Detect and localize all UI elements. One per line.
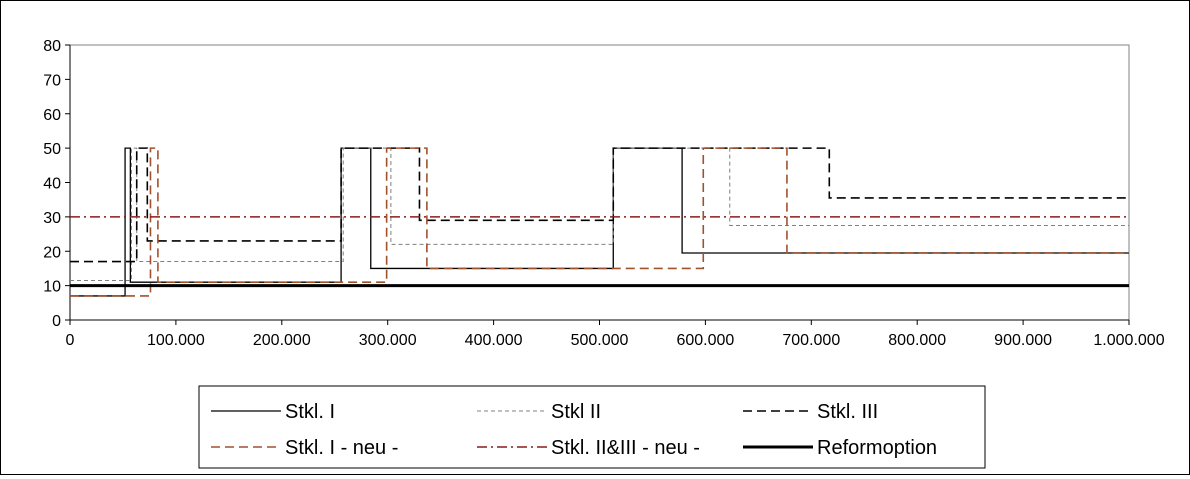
x-tick-label: 500.000: [571, 332, 629, 349]
y-tick-label: 60: [43, 107, 61, 124]
x-tick-label: 0: [66, 332, 75, 349]
y-tick-label: 70: [43, 72, 61, 89]
legend: Stkl. I Stkl II Stkl. III Stkl. I - neu - St…: [198, 385, 986, 469]
x-tick-label: 600.000: [676, 332, 734, 349]
y-tick-label: 30: [43, 210, 61, 227]
axes: 0 10 20 30 40 50 60 70 80 0 100.000 200.000 300.000 4…: [43, 38, 1164, 349]
series-line-1: [70, 147, 1129, 297]
legend-label: Stkl. I: [285, 401, 335, 423]
x-tick-label: 1.000.000: [1093, 332, 1164, 349]
legend-label: Stkl. I - neu -: [285, 437, 398, 459]
x-tick-label: 700.000: [782, 332, 840, 349]
y-tick-label: 0: [52, 313, 61, 330]
series-line-4: [70, 147, 1129, 297]
legend-label: Reformoption: [817, 437, 937, 459]
y-tick-label: 40: [43, 176, 61, 193]
y-tick-label: 80: [43, 38, 61, 55]
series-line-3: [70, 147, 1129, 263]
plot-border: [69, 44, 1130, 321]
x-tick-label: 100.000: [147, 332, 205, 349]
legend-label: Stkl. II&III - neu -: [551, 437, 700, 459]
x-tick-label: 300.000: [359, 332, 417, 349]
legend-label: Stkl II: [551, 401, 601, 423]
x-tick-label: 900.000: [994, 332, 1052, 349]
legend-box: [198, 385, 986, 469]
x-tick-label: 200.000: [253, 332, 311, 349]
series-line-2: [70, 147, 1129, 281]
y-tick-label: 50: [43, 141, 61, 158]
legend-label: Stkl. III: [817, 401, 878, 423]
plot-area: [69, 44, 1130, 321]
y-tick-label: 10: [43, 279, 61, 296]
y-tick-label: 20: [43, 244, 61, 261]
series-layer: [70, 147, 1129, 297]
x-tick-label: 800.000: [888, 332, 946, 349]
x-tick-label: 400.000: [465, 332, 523, 349]
